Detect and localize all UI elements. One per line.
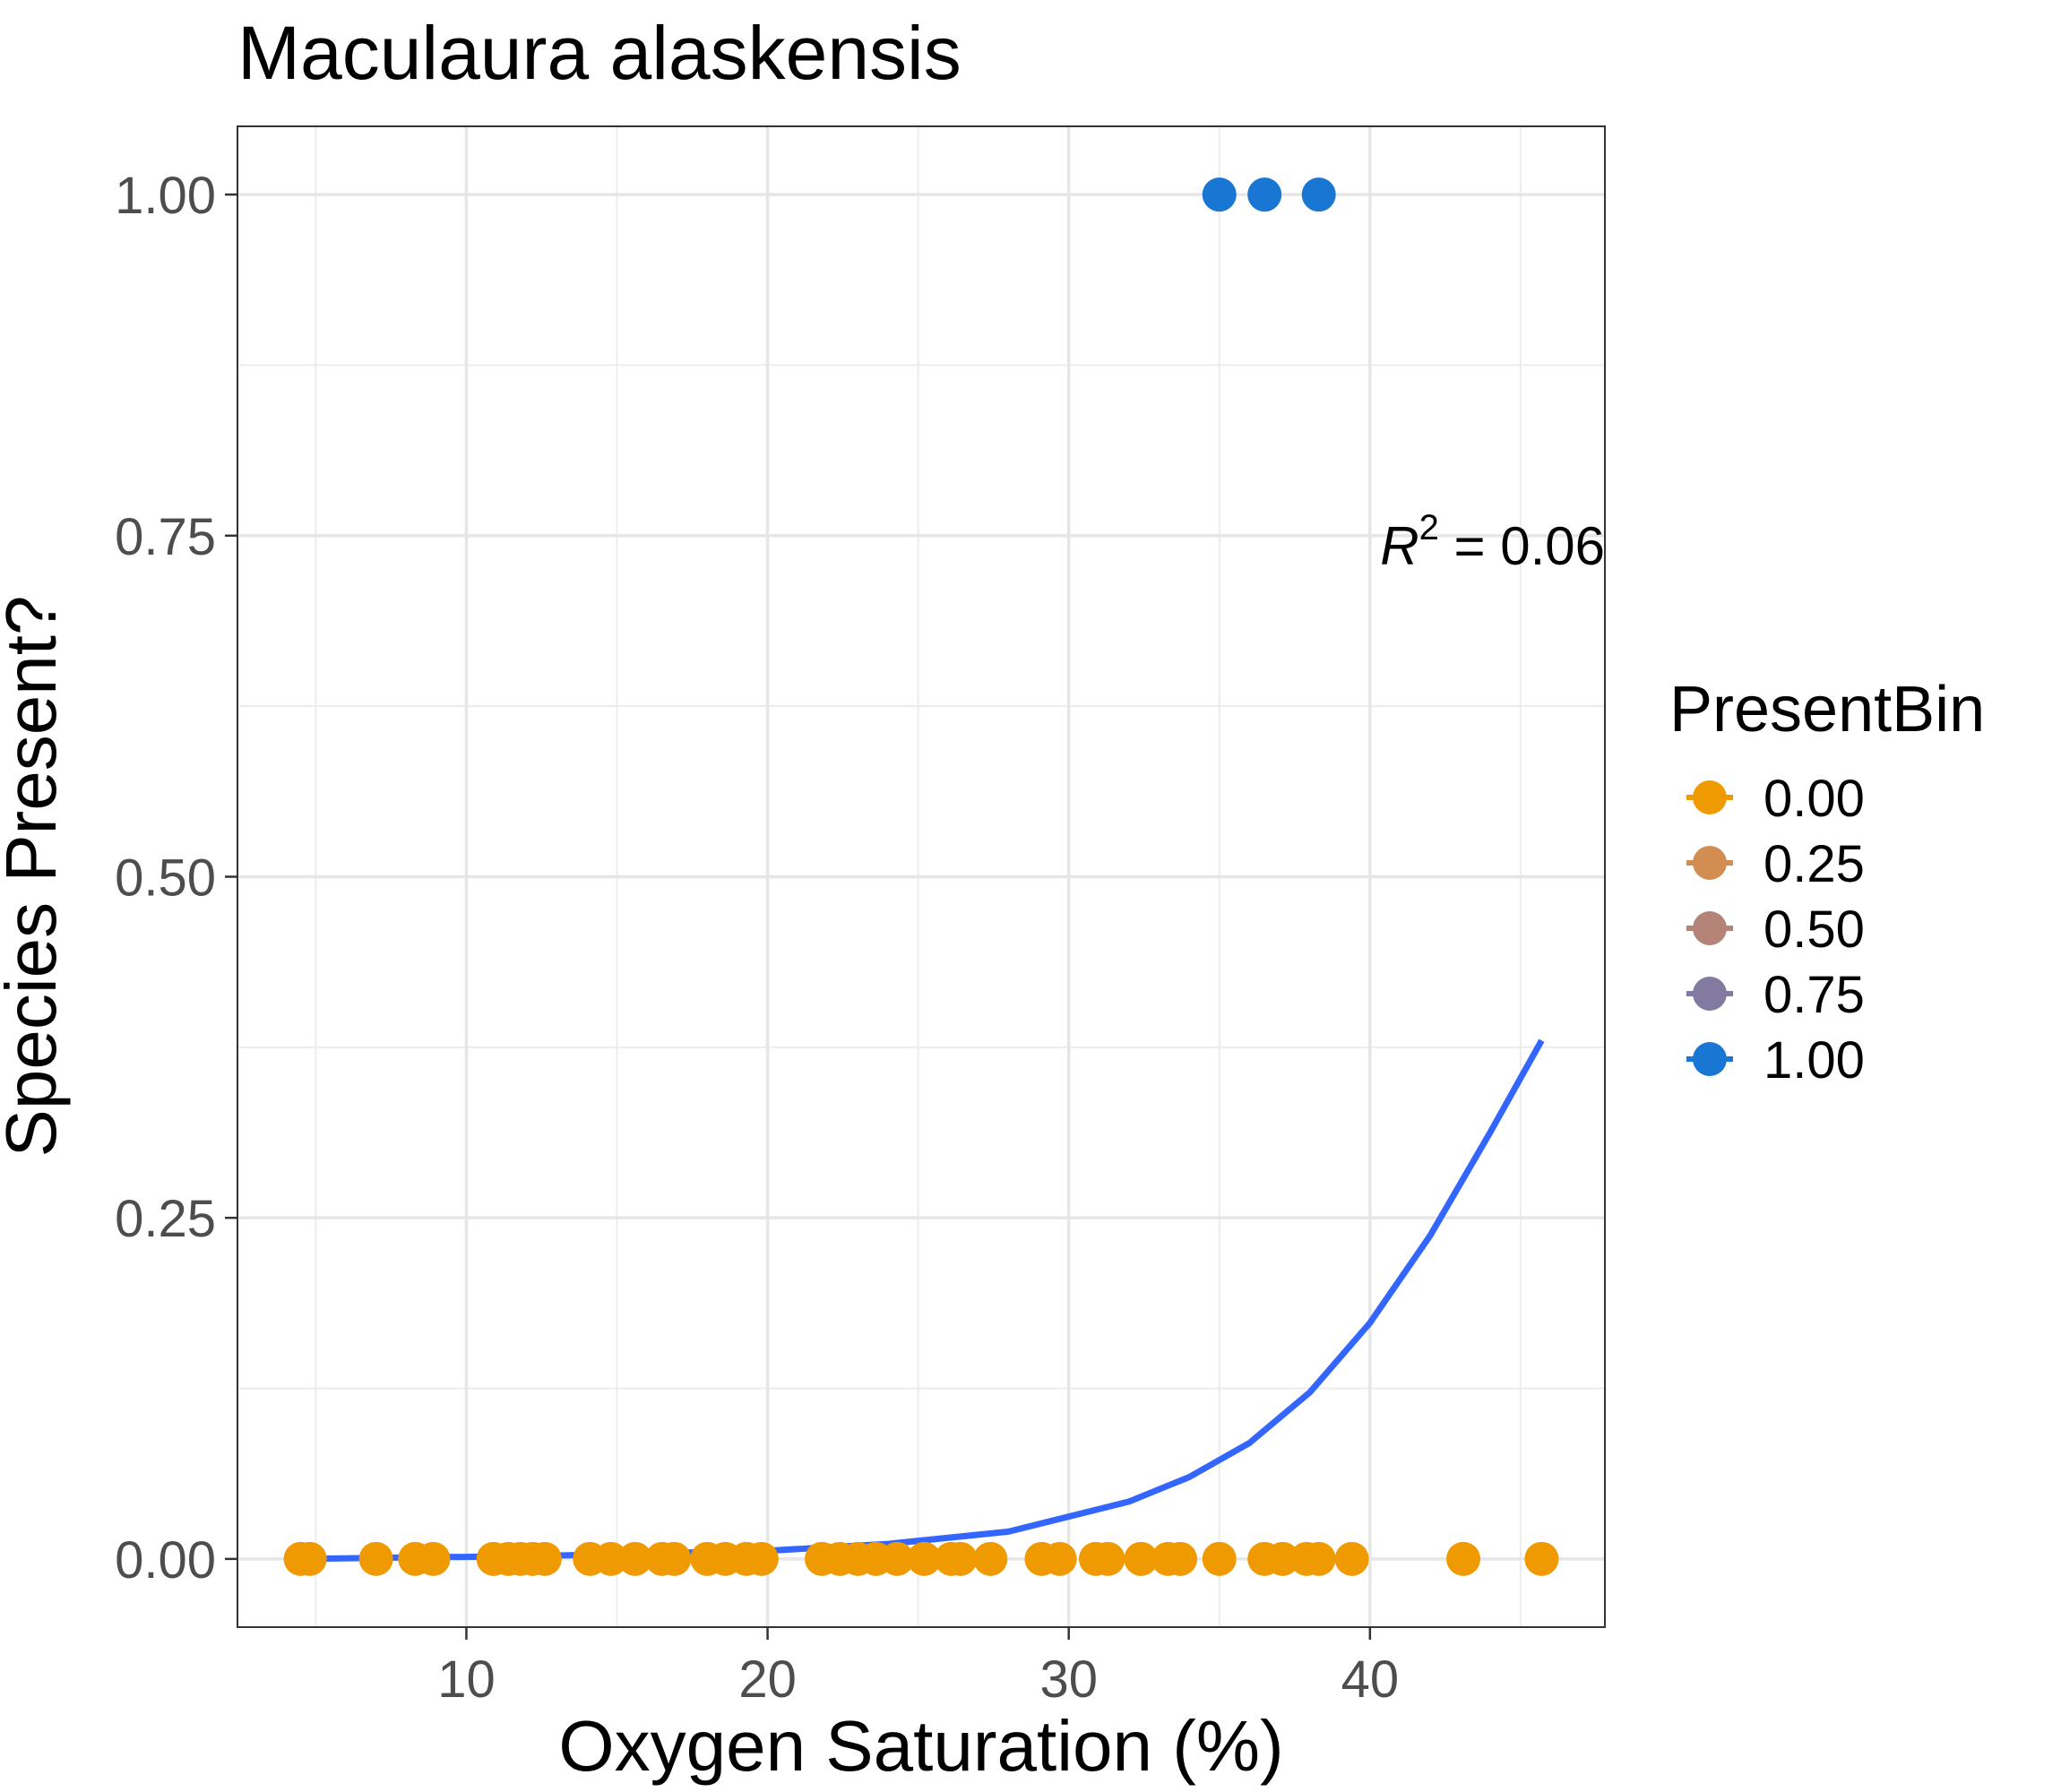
data-point bbox=[292, 1541, 327, 1576]
x-tick-label: 40 bbox=[1341, 1650, 1400, 1709]
data-point bbox=[527, 1541, 562, 1576]
data-point bbox=[657, 1541, 692, 1576]
data-point bbox=[1091, 1541, 1125, 1576]
x-tick-label: 30 bbox=[1039, 1650, 1098, 1709]
data-point bbox=[617, 1541, 652, 1576]
data-point bbox=[1334, 1541, 1369, 1576]
points-layer bbox=[283, 177, 1559, 1576]
data-point bbox=[943, 1541, 978, 1576]
data-point bbox=[1042, 1541, 1077, 1576]
data-point bbox=[358, 1541, 393, 1576]
data-point bbox=[1301, 1541, 1336, 1576]
x-tick-label: 10 bbox=[437, 1650, 496, 1709]
data-point bbox=[1163, 1541, 1198, 1576]
x-axis: 10 20 30 40 bbox=[437, 1627, 1399, 1709]
legend-key-marker bbox=[1693, 780, 1727, 814]
data-point bbox=[973, 1541, 1008, 1576]
legend-key-marker bbox=[1693, 911, 1727, 945]
legend-label: 0.00 bbox=[1763, 770, 1865, 828]
data-point bbox=[1202, 177, 1237, 212]
y-axis: 0.00 0.25 0.50 0.75 1.00 bbox=[115, 167, 237, 1590]
y-tick-label: 0.50 bbox=[115, 849, 216, 908]
x-axis-label: Oxygen Saturation (%) bbox=[558, 1706, 1283, 1786]
legend-label: 0.75 bbox=[1763, 966, 1865, 1024]
legend-title: PresentBin bbox=[1669, 674, 1985, 745]
y-tick-label: 0.25 bbox=[115, 1190, 216, 1248]
y-axis-label: Species Present? bbox=[0, 595, 71, 1157]
data-point bbox=[593, 1541, 628, 1576]
r-squared-annotation: R2 = 0.06 bbox=[1380, 508, 1605, 576]
data-point bbox=[1446, 1541, 1481, 1576]
y-tick-label: 0.00 bbox=[115, 1531, 216, 1590]
legend-key-marker bbox=[1693, 1042, 1727, 1076]
legend-key-marker bbox=[1693, 846, 1727, 880]
data-point bbox=[416, 1541, 451, 1576]
fit-line-layer bbox=[303, 1038, 1545, 1563]
data-point bbox=[1247, 177, 1282, 212]
data-point bbox=[1124, 1541, 1159, 1576]
r-squared-exponent: 2 bbox=[1419, 508, 1439, 547]
chart-title: Maculaura alaskensis bbox=[237, 11, 962, 95]
legend-label: 0.25 bbox=[1763, 835, 1865, 893]
legend-entries: 0.00 0.25 0.50 0.75 1.00 bbox=[1686, 770, 1865, 1090]
legend: PresentBin 0.00 0.25 0.50 0.75 1.00 bbox=[1669, 674, 1985, 1090]
data-point bbox=[1301, 177, 1336, 212]
legend-label: 1.00 bbox=[1763, 1031, 1865, 1090]
data-point bbox=[1265, 1541, 1300, 1576]
data-point bbox=[907, 1541, 942, 1576]
legend-key-marker bbox=[1693, 977, 1727, 1011]
fit-curve bbox=[303, 1038, 1545, 1563]
r-squared-value: = 0.06 bbox=[1439, 516, 1605, 576]
data-point bbox=[744, 1541, 779, 1576]
legend-label: 0.50 bbox=[1763, 900, 1865, 959]
data-point bbox=[880, 1541, 915, 1576]
data-point bbox=[1202, 1541, 1237, 1576]
x-tick-label: 20 bbox=[738, 1650, 797, 1709]
y-tick-label: 1.00 bbox=[115, 167, 216, 225]
data-point bbox=[1524, 1541, 1559, 1576]
y-tick-label: 0.75 bbox=[115, 508, 216, 566]
r-squared-symbol: R bbox=[1380, 516, 1419, 576]
